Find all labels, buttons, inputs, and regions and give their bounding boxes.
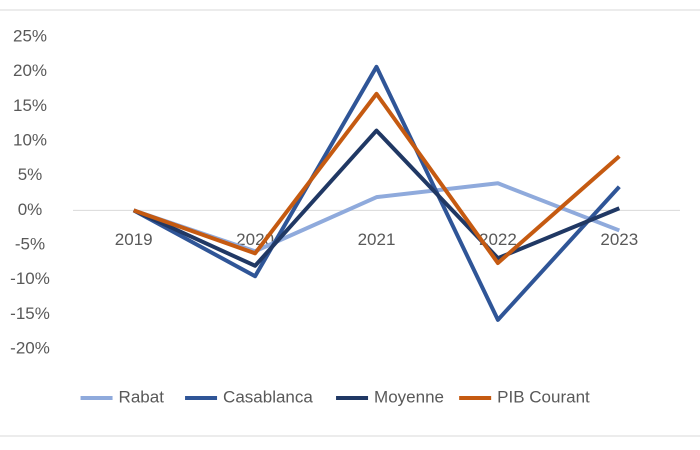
- x-tick-label: 2022: [479, 230, 517, 249]
- y-tick-label: 15%: [13, 96, 47, 115]
- y-tick-label: 0%: [18, 200, 43, 219]
- y-tick-label: -5%: [15, 234, 45, 253]
- y-tick-label: -15%: [10, 304, 50, 323]
- series-line: [133, 91, 621, 266]
- series-line: [132, 64, 621, 322]
- y-tick-label: 5%: [18, 165, 43, 184]
- y-tick-label: 25%: [13, 26, 47, 45]
- x-tick-label: 2019: [115, 230, 153, 249]
- series-line: [132, 128, 621, 268]
- x-tick-label: 2023: [600, 230, 638, 249]
- y-tick-label: -20%: [10, 338, 50, 357]
- y-tick-label: 10%: [13, 130, 47, 149]
- legend-label: Casablanca: [223, 387, 313, 406]
- legend-label: Rabat: [119, 387, 165, 406]
- legend-label: Moyenne: [374, 387, 444, 406]
- legend-label: PIB Courant: [497, 387, 590, 406]
- y-tick-label: -10%: [10, 269, 50, 288]
- x-tick-label: 2021: [358, 230, 396, 249]
- y-tick-label: 20%: [13, 61, 47, 80]
